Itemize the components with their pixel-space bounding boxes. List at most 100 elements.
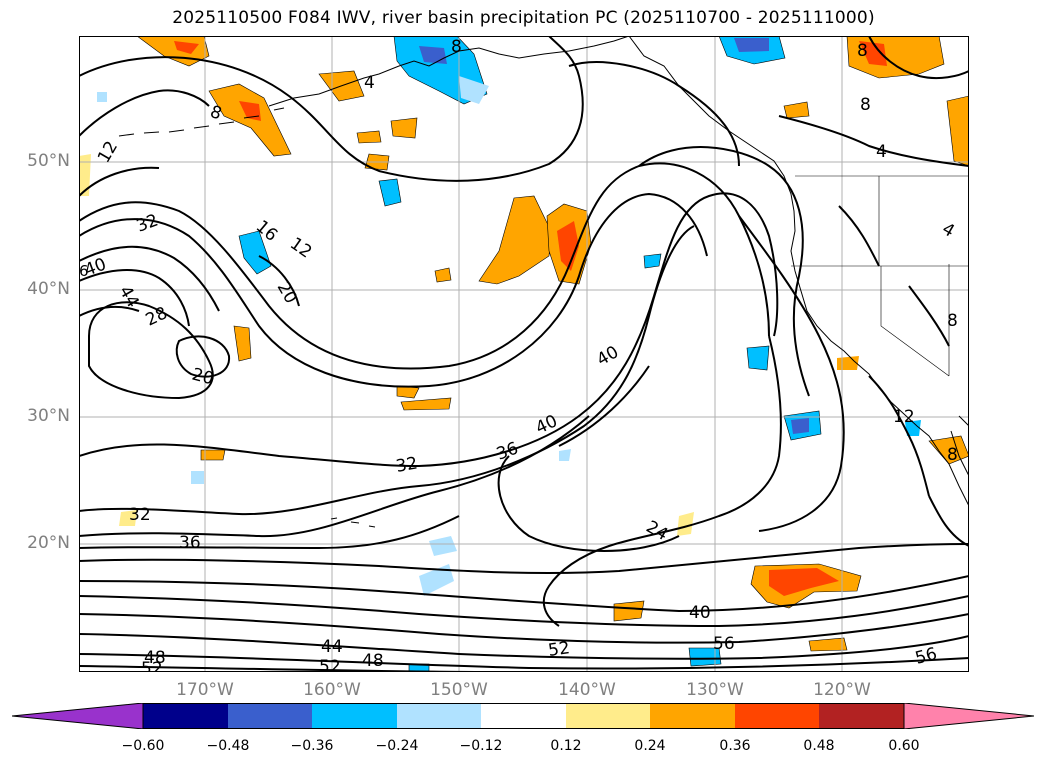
lat-tick-label: 50°N	[27, 151, 70, 171]
colorbar-extend-high	[903, 703, 1034, 729]
iwv-contour-line	[79, 613, 969, 644]
colorbar-label: 0.12	[550, 738, 582, 754]
iwv-contour-line	[638, 146, 810, 397]
iwv-contour-line	[79, 36, 584, 182]
iwv-contours	[79, 36, 969, 672]
colorbar-segment	[735, 703, 819, 729]
iwv-contour-line	[79, 305, 140, 317]
precip-pos-area	[946, 95, 969, 167]
colorbar-segment	[566, 703, 650, 729]
iwv-contour-line	[868, 36, 969, 80]
contour-label: 44	[321, 637, 343, 657]
precip-neg-area	[419, 564, 454, 596]
precip-pos-area	[557, 221, 579, 271]
iwv-contour-line	[79, 365, 650, 550]
lon-tick-label: 160°W	[303, 680, 361, 700]
map-canvas: 12 32 40 44 28 20 16 12 20 8 8 4 40 40 3…	[79, 36, 969, 672]
colorbar-label: 0.36	[719, 738, 751, 754]
contour-label: 48	[144, 648, 166, 668]
contour-label: 52	[547, 638, 571, 661]
contour-label: 4	[364, 73, 375, 93]
hawaii-islands	[330, 517, 376, 528]
contour-label: 40	[689, 603, 711, 623]
colorbar-segment	[819, 703, 904, 729]
iwv-contour-line	[79, 595, 969, 628]
precip-pos-area	[119, 510, 137, 526]
iwv-contour-line	[79, 653, 969, 670]
contour-label: 6	[79, 262, 89, 280]
map-frame	[79, 36, 969, 672]
chart-title: 2025110500 F084 IWV, river basin precipi…	[172, 8, 875, 28]
iwv-contour-line	[79, 633, 969, 660]
precip-neg-area	[191, 471, 204, 484]
contour-label: 52	[141, 659, 163, 672]
precip-neg-area	[688, 647, 722, 667]
precip-neg-area	[97, 92, 107, 102]
contour-label: 8	[857, 41, 868, 61]
lat-tick-label: 20°N	[27, 533, 70, 553]
iwv-contour-line	[838, 205, 950, 347]
precip-neg-area	[559, 449, 571, 461]
colorbar-label: −0.48	[206, 738, 250, 754]
precip-neg-area	[429, 536, 457, 556]
contour-label: 56	[713, 634, 735, 654]
iwv-contour-line	[738, 215, 845, 532]
colorbar-label: −0.60	[121, 738, 165, 754]
colorbar-label: −0.36	[290, 738, 334, 754]
colorbar-label: 0.60	[888, 738, 920, 754]
iwv-contour-line	[88, 301, 214, 400]
precip-pos-area	[434, 267, 452, 283]
contour-label: 8	[947, 445, 958, 465]
iwv-contour-line	[79, 166, 160, 197]
precip-pos-area	[79, 154, 91, 196]
iwv-contour-line	[79, 415, 590, 538]
iwv-contour-line	[79, 89, 210, 137]
contour-label: 32	[129, 505, 151, 525]
colorbar-segment	[143, 703, 228, 729]
baja-coastline	[950, 415, 969, 477]
iwv-contour-line	[79, 192, 708, 388]
precip-pos-area	[808, 637, 848, 652]
colorbar-segment	[650, 703, 735, 729]
colorbar-extend-low	[12, 703, 144, 729]
precip-pos-area	[174, 41, 199, 54]
iwv-contour-line	[868, 375, 930, 497]
iwv-contour-line	[79, 192, 779, 468]
iwv-contour-line	[79, 225, 695, 516]
precip-pos-area	[356, 130, 382, 144]
precip-pos-area	[200, 449, 226, 461]
lon-tick-label: 170°W	[176, 680, 234, 700]
state-border	[791, 175, 969, 377]
contour-label: 32	[394, 453, 419, 476]
iwv-contour-line	[258, 255, 300, 307]
colorbar-segment	[481, 703, 566, 729]
contour-label: 36	[179, 533, 201, 553]
colorbar-label: −0.12	[459, 738, 503, 754]
lon-tick-label: 140°W	[558, 680, 616, 700]
alaska-coastline	[268, 36, 630, 107]
precip-neg-area	[791, 418, 809, 434]
precip-neg-area	[643, 253, 662, 269]
precip-pos-area	[783, 101, 810, 119]
colorbar-label: 0.48	[803, 738, 835, 754]
iwv-contour-line	[497, 455, 680, 552]
colorbar	[12, 703, 1034, 729]
iwv-contour-line	[79, 575, 969, 613]
precip-pos-area	[233, 325, 252, 362]
iwv-contour-line	[79, 543, 969, 575]
contour-label: 8	[860, 95, 871, 115]
colorbar-segment	[228, 703, 312, 729]
iwv-contour-line	[79, 269, 190, 327]
iwv-contour-line	[79, 162, 770, 370]
lat-tick-label: 40°N	[27, 279, 70, 299]
lon-tick-label: 150°W	[430, 680, 488, 700]
iwv-contour-line	[928, 495, 969, 547]
contour-label: 8	[947, 311, 958, 331]
lon-tick-label: 130°W	[686, 680, 744, 700]
contour-label: 12	[893, 407, 915, 427]
iwv-contour-line	[79, 245, 220, 312]
colorbar-label: −0.24	[375, 738, 419, 754]
precip-pos-area	[769, 568, 839, 596]
precip-neg-area	[746, 345, 770, 371]
precip-neg-area	[905, 420, 921, 436]
